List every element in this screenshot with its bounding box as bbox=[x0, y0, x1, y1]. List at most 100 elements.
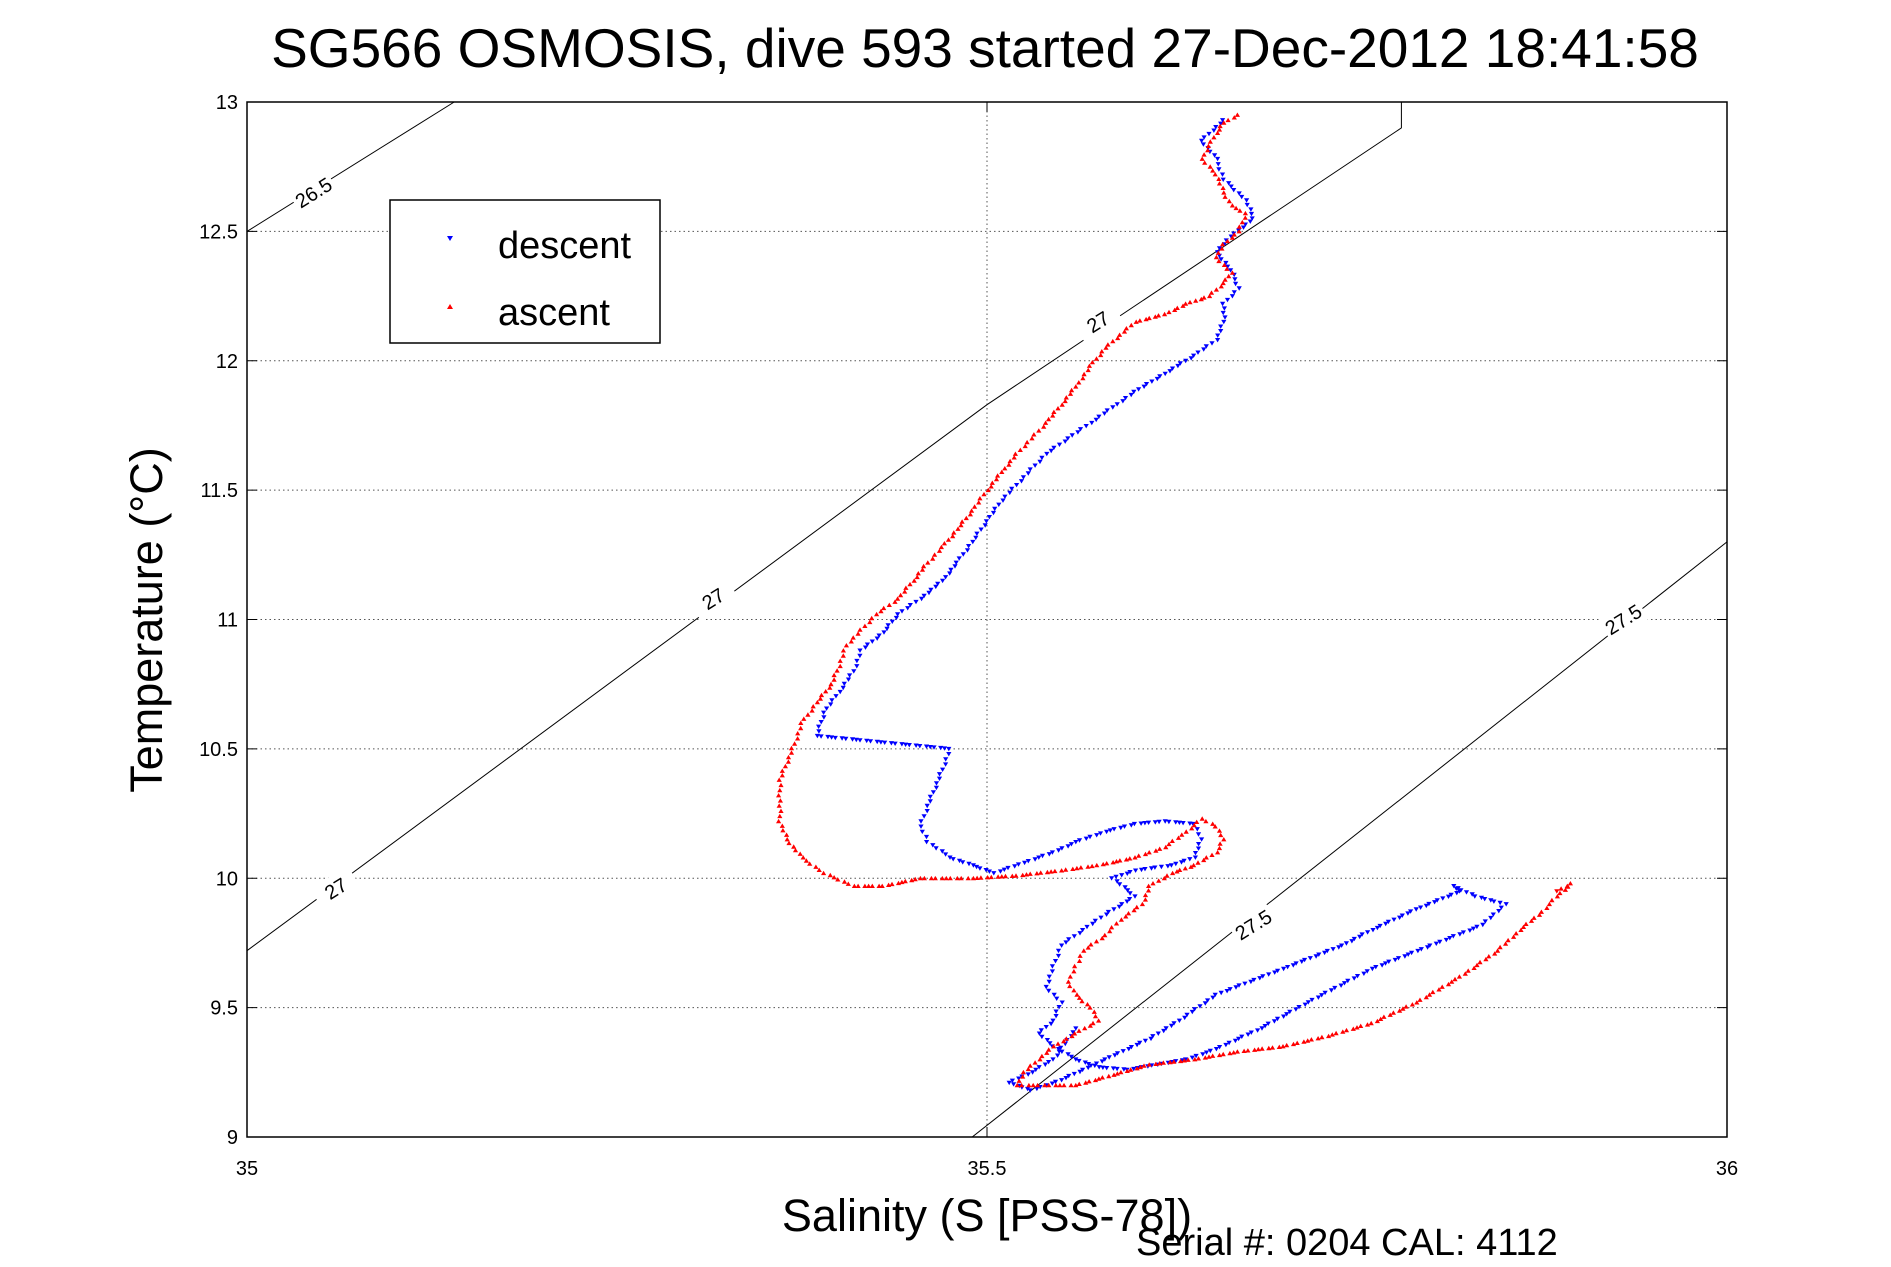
ascent-point bbox=[1137, 318, 1143, 323]
descent-point bbox=[1203, 1050, 1210, 1055]
ascent-point bbox=[840, 653, 846, 658]
descent-point bbox=[938, 745, 944, 751]
ascent-point bbox=[1121, 329, 1128, 334]
contour-label-background bbox=[1072, 299, 1124, 345]
descent-point bbox=[943, 575, 949, 580]
ascent-point bbox=[1067, 974, 1073, 979]
ascent-point bbox=[1505, 937, 1511, 943]
ascent-point bbox=[777, 787, 783, 793]
ascent-point bbox=[814, 699, 820, 705]
ascent-point bbox=[803, 858, 809, 863]
descent-point bbox=[1148, 866, 1155, 871]
descent-point bbox=[1056, 1005, 1062, 1010]
ascent-point bbox=[892, 599, 898, 604]
descent-point bbox=[1056, 848, 1062, 853]
descent-point bbox=[1034, 1086, 1040, 1092]
descent-point bbox=[1046, 988, 1052, 994]
y-tick-label: 11.5 bbox=[201, 480, 238, 502]
ascent-point bbox=[1051, 1044, 1057, 1049]
ascent-point bbox=[1063, 1036, 1069, 1041]
descent-point bbox=[1233, 985, 1239, 990]
legend-descent-label: descent bbox=[498, 225, 632, 267]
ascent-point bbox=[1068, 1082, 1074, 1088]
descent-point bbox=[1156, 819, 1162, 825]
descent-point bbox=[1005, 865, 1011, 871]
descent-point bbox=[1454, 891, 1460, 896]
descent-point bbox=[1066, 1073, 1072, 1079]
descent-point bbox=[960, 552, 966, 557]
descent-point bbox=[943, 852, 949, 857]
descent-point bbox=[1049, 850, 1055, 855]
descent-point bbox=[1056, 1049, 1062, 1054]
ascent-point bbox=[1558, 886, 1564, 891]
descent-point bbox=[1332, 985, 1338, 991]
descent-point bbox=[946, 752, 952, 757]
descent-point bbox=[1491, 899, 1497, 904]
ascent-point bbox=[1009, 873, 1015, 878]
descent-point bbox=[1085, 1062, 1092, 1067]
contour-label-background bbox=[288, 169, 340, 216]
descent-point bbox=[1351, 976, 1357, 981]
descent-point bbox=[1077, 931, 1083, 936]
descent-point bbox=[1038, 1028, 1044, 1033]
descent-point bbox=[1330, 947, 1336, 952]
ascent-point bbox=[785, 759, 791, 764]
descent-point bbox=[1287, 1009, 1293, 1015]
descent-point bbox=[1094, 833, 1100, 838]
data-series bbox=[776, 112, 1573, 1093]
ascent-point bbox=[827, 685, 833, 690]
descent-point bbox=[1200, 1052, 1206, 1057]
descent-point bbox=[1418, 947, 1424, 952]
descent-point bbox=[1413, 907, 1419, 912]
ascent-point bbox=[1486, 954, 1492, 959]
descent-point bbox=[1227, 987, 1233, 992]
ascent-point bbox=[1414, 1000, 1420, 1005]
descent-point bbox=[1030, 1070, 1036, 1075]
ascent-point bbox=[1221, 837, 1227, 842]
descent-point bbox=[1296, 1005, 1302, 1010]
ascent-point bbox=[1216, 258, 1222, 264]
descent-point bbox=[1223, 260, 1229, 266]
ascent-point bbox=[1036, 428, 1042, 433]
ascent-point bbox=[813, 864, 819, 869]
ascent-point bbox=[1071, 969, 1077, 974]
descent-point bbox=[1200, 142, 1206, 147]
ascent-point bbox=[1439, 984, 1445, 989]
ascent-point bbox=[1189, 826, 1195, 831]
descent-point bbox=[1354, 974, 1361, 979]
descent-point bbox=[1293, 961, 1299, 966]
descent-point bbox=[940, 578, 946, 584]
descent-point bbox=[1048, 1021, 1054, 1027]
descent-point bbox=[833, 694, 839, 699]
descent-point bbox=[1426, 901, 1432, 907]
ascent-point bbox=[1216, 845, 1223, 851]
ascent-point bbox=[1205, 143, 1211, 148]
ascent-point bbox=[1216, 176, 1222, 181]
descent-point bbox=[1281, 1014, 1287, 1019]
ascent-point bbox=[1492, 951, 1498, 956]
descent-point bbox=[1009, 1078, 1015, 1083]
descent-point bbox=[864, 738, 870, 744]
ascent-point bbox=[1183, 301, 1189, 306]
ascent-point bbox=[1123, 326, 1129, 331]
descent-point bbox=[1395, 956, 1402, 961]
ascent-point bbox=[988, 874, 994, 880]
descent-point bbox=[885, 623, 891, 628]
descent-point bbox=[1370, 928, 1376, 933]
descent-point bbox=[1302, 957, 1308, 963]
descent-point bbox=[857, 648, 863, 653]
y-tick-label: 10 bbox=[216, 868, 238, 890]
ascent-point bbox=[1037, 1057, 1043, 1062]
y-tick-label: 12 bbox=[216, 351, 238, 373]
ascent-point bbox=[1259, 1046, 1265, 1051]
ascent-point bbox=[958, 875, 964, 881]
descent-point bbox=[1338, 983, 1344, 988]
ascent-point bbox=[1044, 1050, 1050, 1055]
ascent-point bbox=[1139, 901, 1145, 907]
ascent-point bbox=[1242, 215, 1248, 220]
contour-label-background bbox=[1227, 902, 1279, 948]
ascent-point bbox=[851, 883, 857, 888]
descent-point bbox=[1142, 821, 1148, 826]
descent-point bbox=[1071, 934, 1077, 939]
ascent-point bbox=[958, 522, 964, 528]
